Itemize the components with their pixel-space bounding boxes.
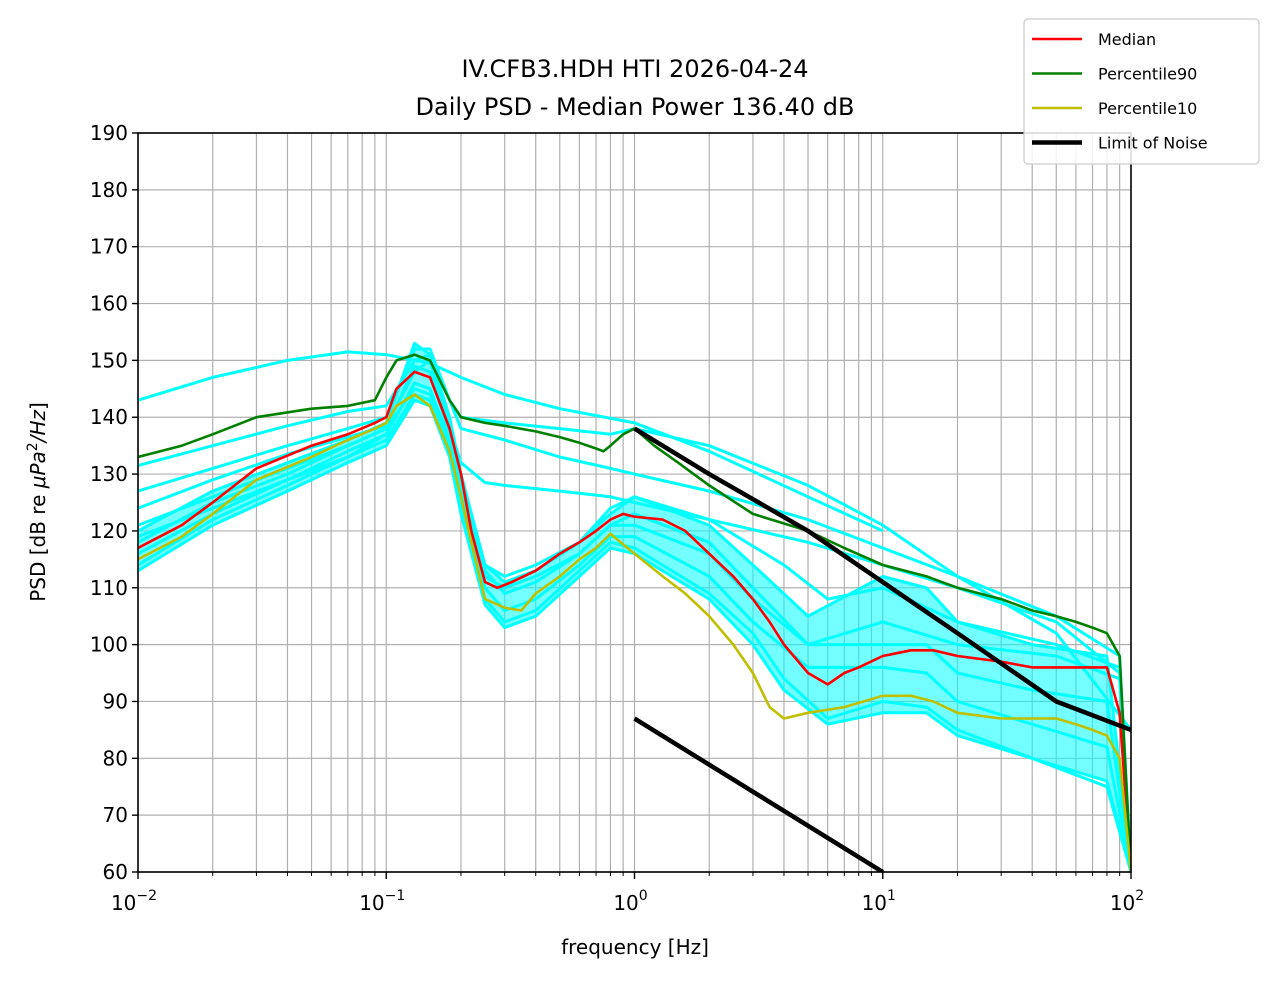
daily-psd-trace <box>138 353 1131 731</box>
y-tick-label: 130 <box>90 462 128 486</box>
y-tick-label: 80 <box>103 746 128 770</box>
series-lines <box>138 353 1131 872</box>
series-percentile10 <box>138 393 1131 872</box>
chart-title: IV.CFB3.HDH HTI 2026-04-24 <box>461 55 808 83</box>
x-tick-label: 100 <box>613 888 647 915</box>
legend-label: Median <box>1098 30 1156 49</box>
y-axis-label-unit: μPa <box>26 451 50 489</box>
y-tick-label: 120 <box>90 519 128 543</box>
legend-label: Percentile90 <box>1098 65 1197 84</box>
y-tick-label: 90 <box>103 689 128 713</box>
series-median <box>138 370 1131 872</box>
y-tick-label: 190 <box>90 121 128 145</box>
x-axis-ticks: 10−2 10−1 100 101 102 <box>111 872 1144 915</box>
y-tick-label: 70 <box>103 803 128 827</box>
y-tick-label: 170 <box>90 235 128 259</box>
daily-psd-trace <box>138 350 884 533</box>
series-percentile90 <box>138 353 1131 872</box>
x-tick-label: 102 <box>1110 888 1144 915</box>
daily-psd-trace <box>138 347 1131 872</box>
y-tick-label: 150 <box>90 348 128 372</box>
y-axis-label-per-hz: /Hz <box>26 410 50 445</box>
legend-box <box>1023 18 1260 165</box>
y-tick-label: 60 <box>103 860 128 884</box>
y-axis-label-sup: 2 <box>25 442 41 451</box>
daily-psd-traces <box>138 341 1131 872</box>
x-tick-label: 101 <box>862 888 896 915</box>
y-axis-label-close: ] <box>26 402 50 410</box>
legend-label: Percentile10 <box>1098 99 1197 118</box>
y-tick-label: 100 <box>90 633 128 657</box>
daily-psd-band <box>138 343 1131 872</box>
y-tick-label: 110 <box>90 576 128 600</box>
x-tick-label: 10−2 <box>111 888 157 915</box>
y-axis-label: PSD [dB re μPa2/Hz] <box>25 402 50 602</box>
legend: Median Percentile90 Percentile10 Limit of N… <box>1023 18 1260 165</box>
chart-subtitle: Daily PSD - Median Power 136.40 dB <box>416 93 855 121</box>
x-axis-label: frequency [Hz] <box>561 935 709 959</box>
y-tick-label: 160 <box>90 292 128 316</box>
y-axis-ticks: 60 70 80 90 100 110 120 130 140 150 160 170 180 190 <box>90 121 138 884</box>
legend-label: Limit of Noise <box>1098 134 1208 153</box>
y-axis-label-prefix: PSD [dB re <box>26 488 50 602</box>
series-limit-of-noise-lower <box>633 716 884 872</box>
y-tick-label: 140 <box>90 405 128 429</box>
y-tick-label: 180 <box>90 178 128 202</box>
x-tick-label: 10−1 <box>359 888 405 915</box>
series-limit-of-noise-upper <box>633 426 1131 733</box>
